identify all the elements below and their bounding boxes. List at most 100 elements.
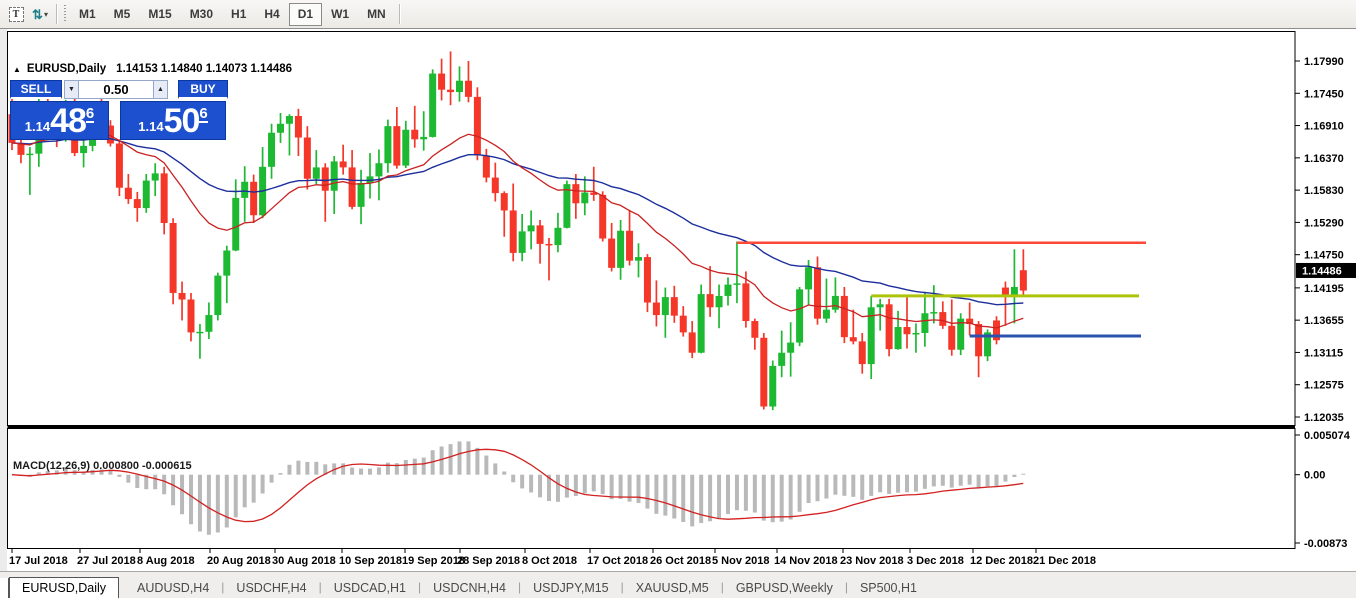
candle-body [724, 284, 732, 296]
chart-tab-sp500-h1[interactable]: SP500,H1 [859, 581, 917, 595]
price-axis-label: 1.14750 [1304, 250, 1344, 262]
candle-body [518, 231, 526, 253]
candle-body [948, 325, 956, 350]
tab-separator: | [417, 579, 422, 594]
toolbar-grip [64, 5, 66, 23]
candle-body [17, 142, 25, 155]
timeframe-button-m30[interactable]: M30 [189, 7, 214, 21]
chart-tab-usdcad-h1[interactable]: USDCAD,H1 [333, 581, 406, 595]
buy-button[interactable]: BUY [178, 80, 228, 99]
candle-body [456, 80, 463, 93]
candle-body [509, 210, 517, 253]
price-axis-label: 1.13115 [1304, 347, 1343, 359]
candle-body [447, 89, 455, 93]
candle-body [751, 321, 759, 338]
candle-body [1019, 270, 1027, 291]
price-axis-label: 1.17450 [1304, 88, 1344, 100]
toolbar-separator [398, 4, 401, 24]
timeframe-button-mn[interactable]: MN [367, 7, 386, 21]
date-axis-label: 12 Dec 2018 [970, 555, 1033, 567]
macd-axis-label: 0.00 [1304, 470, 1325, 482]
candle-body [277, 123, 284, 133]
date-axis-label: 8 Aug 2018 [137, 555, 195, 567]
price-chart-canvas[interactable]: 1.17990 1.17450 1.16910 1.16370 1.15830 1.152… [0, 29, 1356, 571]
candle-body [796, 289, 804, 343]
timeframe-button-w1[interactable]: W1 [331, 7, 350, 21]
candle-body [608, 238, 616, 268]
candle-body [858, 341, 866, 365]
timeframe-button-m5[interactable]: M5 [113, 7, 131, 21]
chart-tab-usdchf-h4[interactable]: USDCHF,H4 [236, 581, 307, 595]
macd-pane-border [7, 428, 1296, 549]
candle-body [715, 295, 723, 308]
timeframe-button-m1[interactable]: M1 [79, 7, 96, 21]
date-axis-label: 27 Jul 2018 [77, 555, 136, 567]
candle-body [814, 267, 821, 319]
chart-tab-audusd-h4[interactable]: AUDUSD,H4 [137, 581, 210, 595]
timeframe-button-d1[interactable]: D1 [288, 2, 323, 26]
candle-body [285, 115, 293, 124]
candle-body [115, 143, 123, 188]
candle-body [169, 223, 177, 293]
pane-divider [7, 425, 1295, 428]
current-price-tag [1296, 262, 1356, 278]
candle-body [1001, 287, 1009, 295]
chart-tab-gbpusd-weekly[interactable]: GBPUSD,Weekly [735, 581, 833, 595]
arrange-charts-icon[interactable]: ⇅ ▾ [32, 6, 48, 22]
candle-body [652, 302, 660, 316]
volume-input[interactable]: 0.50 [79, 80, 153, 99]
candle-body [849, 337, 857, 342]
candle-body [957, 318, 965, 350]
sell-price-pip: 6 [85, 105, 95, 123]
price-axis-label: 1.17990 [1304, 56, 1344, 68]
toolbar-separator [56, 4, 58, 24]
macd-axis-label: -0.00873 [1304, 538, 1347, 550]
sell-price-box[interactable]: 1.14 48 6 [10, 101, 109, 140]
date-axis-label: 17 Oct 2018 [587, 555, 648, 567]
tab-separator: | [620, 579, 624, 594]
candle-body [554, 227, 562, 246]
candle-body [787, 342, 795, 353]
candle-body [742, 283, 750, 322]
candle-body [778, 352, 786, 366]
candle-body [831, 295, 839, 310]
candle-body [993, 320, 1000, 341]
candle-body [966, 318, 974, 325]
volume-increase-button[interactable]: ▲ [153, 80, 168, 99]
text-cursor-icon[interactable]: T [4, 3, 28, 25]
candle-body [617, 230, 625, 268]
candle-body [769, 365, 777, 407]
buy-price-big: 50 [163, 102, 201, 140]
macd-axis-label: 0.005074 [1304, 430, 1351, 442]
timeframe-button-h4[interactable]: H4 [264, 7, 280, 21]
candle-body [536, 225, 544, 244]
date-axis-label: 10 Sep 2018 [339, 555, 402, 567]
candle-body [303, 137, 311, 179]
chart-tab-eurusd-daily[interactable]: EURUSD,Daily [9, 577, 120, 598]
timeframe-button-h1[interactable]: H1 [231, 7, 247, 21]
candle-body [661, 297, 669, 316]
candle-body [232, 197, 240, 251]
candle-body [688, 332, 696, 353]
chart-tab-xauusd-m5[interactable]: XAUUSD,M5 [635, 581, 709, 595]
candle-body [420, 136, 428, 140]
timeframe-buttons: M1 M5 M15 M30 H1 H4 D1 W1 MN [70, 2, 395, 26]
candle-body [357, 182, 365, 207]
date-axis-label: 3 Dec 2018 [907, 555, 964, 567]
candle-body [921, 313, 929, 333]
sell-button[interactable]: SELL [10, 80, 62, 99]
collapse-arrow-icon[interactable]: ▲ [13, 64, 21, 74]
candle-body [294, 115, 302, 138]
candle-body [142, 180, 150, 209]
candle-body [411, 129, 419, 140]
candle-body [393, 126, 401, 166]
chart-tab-usdjpy-m15[interactable]: USDJPY,M15 [533, 581, 609, 595]
candle-body [312, 167, 320, 179]
volume-decrease-button[interactable]: ▼ [64, 80, 79, 99]
chart-tab-usdcnh-h4[interactable]: USDCNH,H4 [433, 581, 507, 595]
candle-body [643, 257, 651, 303]
chart-window[interactable]: 1.17990 1.17450 1.16910 1.16370 1.15830 1.152… [0, 29, 1356, 571]
timeframe-button-m15[interactable]: M15 [148, 7, 172, 21]
candle-body [822, 309, 830, 319]
buy-price-box[interactable]: 1.14 50 6 [120, 101, 226, 140]
